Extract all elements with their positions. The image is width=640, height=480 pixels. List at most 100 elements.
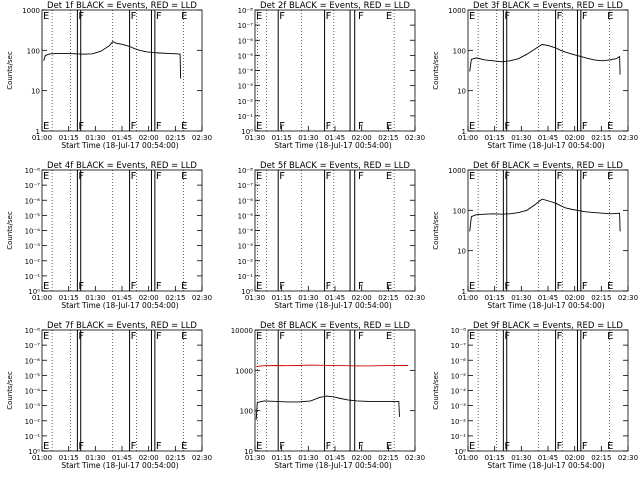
event-marker-label: E — [607, 171, 613, 182]
event-marker-label: F — [131, 441, 137, 452]
y-tick-label: 10⁻¹ — [25, 273, 41, 281]
x-axis-label: Start Time (18-Jul-17 00:54:00) — [487, 141, 604, 150]
y-tick-label: 1 — [462, 128, 466, 136]
y-axis-label: Counts/sec — [6, 371, 14, 410]
event-marker-label: F — [582, 171, 588, 182]
event-marker-label: F — [504, 11, 510, 22]
event-marker-label: E — [469, 11, 475, 22]
y-tick-label: 10⁻⁸ — [25, 327, 41, 335]
y-tick-label: 10⁻⁴ — [25, 388, 41, 396]
x-tick-label: 01:15 — [59, 134, 79, 142]
y-tick-label: 100 — [453, 47, 466, 55]
event-marker-label: E — [469, 171, 475, 182]
event-marker-label: F — [358, 171, 364, 182]
detector-panel: Det 6f BLACK = Events, RED = LLD 1 10 100 10… — [426, 160, 639, 320]
event-marker-label: E — [607, 441, 613, 452]
x-tick-label: 02:00 — [139, 454, 159, 462]
plot-title: Det 7f BLACK = Events, RED = LLD — [47, 321, 197, 331]
event-marker-label: F — [358, 11, 364, 22]
plot-frame — [467, 9, 629, 132]
y-tick-label: 10⁻² — [451, 418, 467, 426]
y-tick-label: 10⁻⁵ — [238, 212, 254, 220]
event-marker-label: F — [504, 121, 510, 132]
event-marker-label: F — [504, 441, 510, 452]
detector-plot: Det 5f BLACK = Events, RED = LLD 10⁰ 10⁻¹ 1… — [238, 161, 426, 310]
x-axis-label: Start Time (18-Jul-17 00:54:00) — [487, 461, 604, 470]
detector-plot: Det 7f BLACK = Events, RED = LLD 10⁰ 10⁻¹ 1… — [6, 321, 212, 470]
event-marker-label: F — [279, 331, 285, 342]
y-tick-label: 10⁻⁴ — [451, 388, 467, 396]
event-marker-label: E — [256, 331, 262, 342]
y-tick-label: 1000 — [235, 367, 253, 375]
event-marker-label: F — [326, 281, 332, 292]
x-tick-label: 02:15 — [591, 134, 611, 142]
x-tick-label: 02:15 — [591, 454, 611, 462]
x-tick-label: 02:00 — [565, 294, 585, 302]
event-marker-label: E — [256, 121, 262, 132]
y-tick-label: 10⁻¹ — [451, 433, 467, 441]
event-marker-label: F — [78, 171, 84, 182]
y-tick-label: 10 — [457, 88, 466, 96]
plot-title: Det 4f BLACK = Events, RED = LLD — [47, 161, 197, 171]
event-marker-label: E — [469, 121, 475, 132]
x-tick-label: 02:00 — [352, 454, 372, 462]
detector-panel: Det 3f BLACK = Events, RED = LLD 1 10 100 10… — [426, 0, 639, 160]
y-tick-label: 10⁻⁴ — [238, 68, 254, 76]
x-tick-label: 01:30 — [245, 134, 265, 142]
event-marker-label: F — [156, 331, 162, 342]
event-marker-label: E — [386, 281, 392, 292]
event-marker-label: E — [43, 441, 49, 452]
x-axis-label: Start Time (18-Jul-17 00:54:00) — [61, 301, 178, 310]
event-marker-label: E — [256, 281, 262, 292]
x-tick-label: 01:15 — [59, 454, 79, 462]
x-tick-label: 02:15 — [378, 134, 398, 142]
y-tick-label: 10⁻⁶ — [238, 197, 254, 205]
y-tick-label: 1 — [36, 128, 40, 136]
y-tick-label: 10⁻² — [25, 258, 41, 266]
x-tick-label: 02:00 — [352, 294, 372, 302]
x-tick-label: 02:30 — [618, 294, 638, 302]
y-axis-label: Counts/sec — [432, 371, 440, 410]
y-tick-label: 1000 — [448, 7, 466, 15]
y-tick-label: 10⁻¹ — [238, 113, 254, 121]
detector-plot: Det 9f BLACK = Events, RED = LLD 10⁰ 10⁻¹ 1… — [432, 321, 638, 470]
x-tick-label: 01:30 — [245, 454, 265, 462]
event-marker-label: E — [43, 171, 49, 182]
y-tick-label: 10⁻³ — [25, 403, 41, 411]
plot-frame — [254, 169, 416, 292]
event-marker-label: E — [607, 11, 613, 22]
y-tick-label: 10 — [457, 248, 466, 256]
y-tick-label: 10⁻³ — [238, 83, 254, 91]
x-tick-label: 02:00 — [565, 134, 585, 142]
x-tick-label: 01:00 — [458, 454, 478, 462]
event-marker-label: E — [386, 11, 392, 22]
x-tick-label: 01:00 — [32, 454, 52, 462]
event-marker-label: F — [582, 441, 588, 452]
event-marker-label: F — [582, 281, 588, 292]
x-axis-label: Start Time (18-Jul-17 00:54:00) — [61, 461, 178, 470]
plot-title: Det 9f BLACK = Events, RED = LLD — [473, 321, 623, 331]
x-tick-label: 01:45 — [538, 454, 558, 462]
event-marker-label: E — [181, 281, 187, 292]
y-tick-label: 10⁻⁷ — [25, 342, 41, 350]
x-tick-label: 01:45 — [325, 454, 345, 462]
y-tick-label: 10⁻⁷ — [25, 182, 41, 190]
y-axis-label: Counts/sec — [432, 211, 440, 250]
detector-plot: Det 1f BLACK = Events, RED = LLD 1 10 100 10… — [6, 1, 212, 150]
event-marker-label: E — [43, 331, 49, 342]
event-marker-label: F — [557, 11, 563, 22]
y-tick-label: 10⁻⁴ — [25, 228, 41, 236]
x-tick-label: 01:15 — [59, 294, 79, 302]
y-tick-label: 10⁻⁵ — [25, 212, 41, 220]
x-tick-label: 01:45 — [538, 294, 558, 302]
event-marker-label: F — [131, 121, 137, 132]
event-marker-label: E — [43, 121, 49, 132]
event-marker-label: F — [358, 281, 364, 292]
event-marker-label: E — [43, 281, 49, 292]
detector-plot: Det 2f BLACK = Events, RED = LLD 10⁰ 10⁻¹ 1… — [238, 1, 426, 150]
y-tick-label: 10⁻⁵ — [25, 372, 41, 380]
x-tick-label: 01:00 — [458, 294, 478, 302]
event-marker-label: F — [326, 171, 332, 182]
plot-frame — [254, 9, 416, 132]
x-tick-label: 01:45 — [325, 134, 345, 142]
